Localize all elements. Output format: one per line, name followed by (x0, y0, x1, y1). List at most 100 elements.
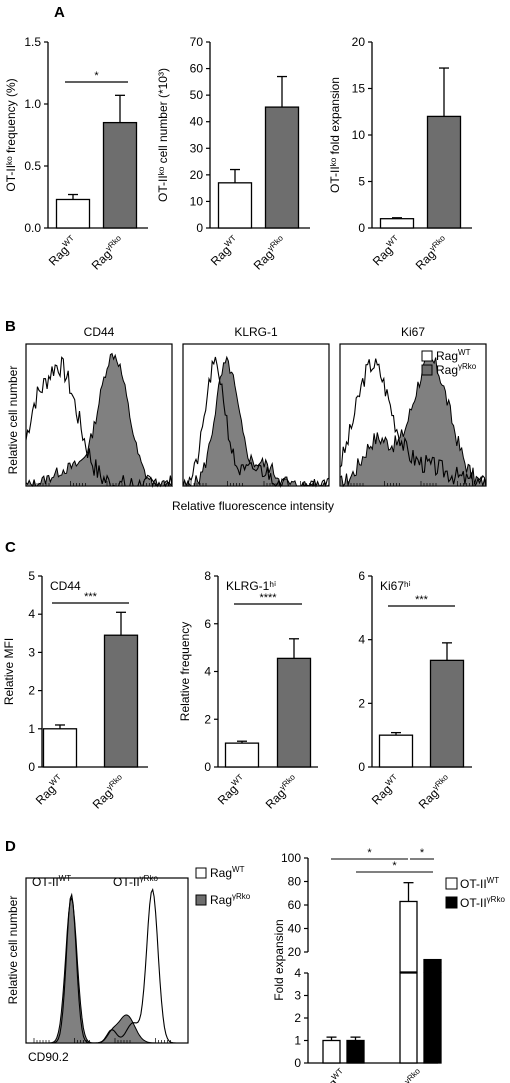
d-x-axis-label: CD90.2 (28, 1050, 69, 1064)
x-tick-label-text: RagγRko (88, 233, 127, 272)
x-tick-label: RagWT (368, 772, 403, 807)
y-tick-label: 0 (28, 760, 35, 774)
legend-label-ko-base: Rag (436, 363, 458, 377)
d-y-axis-label: Relative cell number (6, 896, 20, 1005)
legend-swatch-wt (421, 350, 433, 362)
panel-label-b: B (5, 318, 16, 335)
x-tick-label: RagWT (33, 772, 63, 807)
histogram-wt (183, 356, 330, 489)
y-tick-label: 40 (190, 115, 204, 129)
histogram-title: Ki67 (401, 325, 425, 339)
x-tick-label-text: RagWT (314, 1066, 349, 1083)
legend-swatch-wt (445, 877, 458, 890)
y-tick-label: 40 (288, 922, 302, 936)
significance-label: **** (259, 592, 277, 604)
x-tick-label-sup: γRko (403, 1066, 423, 1083)
y-tick-label: 0 (358, 760, 365, 774)
chart-C3: 0 2 4 6 RagWT RagγRko *** Ki67ʰⁱ (358, 569, 472, 812)
histogram-wt (26, 887, 188, 1044)
bar (276, 657, 312, 768)
y-tick-label: 4 (294, 966, 301, 980)
legend-label-ko-sup: γRko (487, 895, 506, 904)
legend-label-ko: OT-IIγRko (460, 895, 505, 910)
y-tick-label: 1.0 (24, 97, 41, 111)
y-tick-label: 1 (28, 722, 35, 736)
x-tick-label: RagWT (207, 233, 242, 268)
chart-C1: 0 1 2 3 4 5 RagWT RagγRko *** Relative MFI CD44 (2, 569, 148, 812)
y-tick-label: 8 (204, 569, 211, 583)
x-tick-label: RagWT (314, 1066, 349, 1083)
x-tick-label-text: RagWT (369, 233, 404, 268)
y-tick-label: 0 (358, 221, 365, 235)
significance-label: * (420, 847, 425, 859)
legend-label-ko-base: Rag (210, 893, 232, 907)
x-tick-label-text: RagγRko (412, 233, 451, 272)
y-tick-label: 20 (288, 945, 302, 959)
bar (217, 182, 253, 229)
legend-label-wt-base: Rag (436, 349, 458, 363)
bar-lower (399, 972, 418, 1064)
y-axis-label: OT-IIᵏᵒ cell number (*10³) (156, 68, 170, 202)
histogram-ko (25, 352, 174, 488)
legend-swatch-ko (195, 894, 207, 906)
x-tick-label: RagγRko (263, 772, 298, 811)
x-tick-label-text: RagWT (45, 233, 80, 268)
y-tick-label: 2 (204, 712, 211, 726)
bar-upper (399, 900, 418, 973)
bar (103, 634, 139, 768)
y-tick-label: 0.0 (24, 221, 41, 235)
y-axis-label: Fold expansion (272, 919, 286, 1000)
bar (224, 742, 260, 768)
d-peak-label-wt: OT-IIWT (32, 874, 71, 889)
x-tick-label: RagγRko (412, 233, 451, 272)
x-tick-label-text: RagWT (207, 233, 242, 268)
x-tick-label: RagγRko (387, 1066, 426, 1083)
legend-label-wt-sup: WT (458, 348, 471, 357)
histogram-wt (25, 356, 173, 487)
y-tick-label: 2 (358, 696, 365, 710)
panel-label-a: A (54, 4, 65, 21)
y-tick-label: 0.5 (24, 159, 41, 173)
legend-swatch-ko (421, 364, 433, 376)
significance-label: *** (84, 591, 98, 603)
legend-label-ko-sup: γRko (458, 362, 477, 371)
x-tick-label-base: Rag (315, 1076, 340, 1083)
y-tick-label: 2 (28, 684, 35, 698)
y-axis-label: OT-IIᵏᵒ fold expansion (328, 77, 342, 193)
x-tick-label-text: RagγRko (387, 1066, 426, 1083)
x-tick-label-text: RagγRko (89, 772, 128, 811)
legend-label-wt: RagWT (210, 865, 245, 880)
bar (379, 218, 415, 229)
y-tick-label: 4 (28, 607, 35, 621)
y-tick-label: 5 (358, 175, 365, 189)
x-tick-label-text: RagWT (368, 772, 403, 807)
histogram-wt (339, 358, 487, 487)
bar (42, 728, 78, 768)
bar (346, 1039, 365, 1064)
x-tick-label: RagγRko (88, 233, 127, 272)
x-tick-label-sup: γRko (266, 233, 286, 253)
x-tick-label-text: RagWT (214, 772, 249, 807)
y-axis-label: Relative frequency (178, 622, 192, 721)
x-tick-label-base: Rag (388, 1080, 413, 1083)
x-tick-label: RagWT (214, 772, 249, 807)
y-tick-label: 10 (352, 128, 366, 142)
y-tick-label: 6 (204, 617, 211, 631)
chart-B2: KLRG-1 (182, 325, 330, 489)
x-tick-label-sup: γRko (431, 772, 451, 792)
y-tick-label: 4 (204, 665, 211, 679)
histogram-title: CD44 (84, 325, 115, 339)
y-tick-label: 15 (352, 82, 366, 96)
x-tick-label-text: RagγRko (415, 772, 454, 811)
bar (429, 659, 465, 768)
histogram-ko (339, 355, 487, 488)
x-tick-label-sup: γRko (278, 772, 298, 792)
y-tick-label: 60 (288, 898, 302, 912)
legend-label-ko: RagγRko (210, 892, 251, 907)
significance-label: * (392, 860, 397, 872)
y-tick-label: 5 (28, 569, 35, 583)
histogram-title: KLRG-1 (234, 325, 278, 339)
